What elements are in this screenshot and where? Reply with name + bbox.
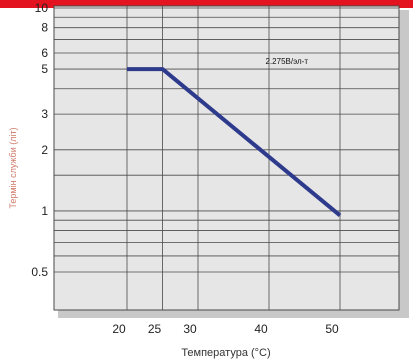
plot-border bbox=[53, 5, 400, 311]
x-tick-label: 50 bbox=[325, 322, 339, 336]
y-tick-label: 1 bbox=[41, 204, 48, 218]
grid bbox=[53, 5, 400, 311]
x-axis-label: Температура (°C) bbox=[181, 347, 270, 359]
y-tick-label: 2 bbox=[41, 143, 48, 157]
y-tick-label: 6 bbox=[41, 46, 48, 60]
y-tick-label: 3 bbox=[41, 107, 48, 121]
top-accent-bar bbox=[0, 0, 413, 8]
y-axis-ticks: 10 8 6 5 3 2 1 0.5 bbox=[31, 1, 48, 279]
series-line bbox=[127, 67, 342, 217]
annotations: 2.275В/эл-т bbox=[266, 57, 309, 66]
y-tick-label: 10 bbox=[35, 1, 49, 15]
y-tick-label: 0.5 bbox=[31, 265, 48, 279]
chart-annotation: 2.275В/эл-т bbox=[266, 57, 309, 66]
series-group bbox=[127, 67, 342, 217]
x-tick-label: 40 bbox=[254, 322, 268, 336]
y-tick-label: 5 bbox=[41, 62, 48, 76]
y-axis-label: Термін служби (літ) bbox=[8, 127, 18, 208]
x-tick-label: 30 bbox=[183, 322, 197, 336]
x-axis-ticks: 20 25 30 40 50 bbox=[112, 322, 339, 336]
plot-area bbox=[54, 6, 399, 310]
y-tick-label: 8 bbox=[41, 21, 48, 35]
x-tick-label: 25 bbox=[148, 322, 162, 336]
x-tick-label: 20 bbox=[112, 322, 126, 336]
